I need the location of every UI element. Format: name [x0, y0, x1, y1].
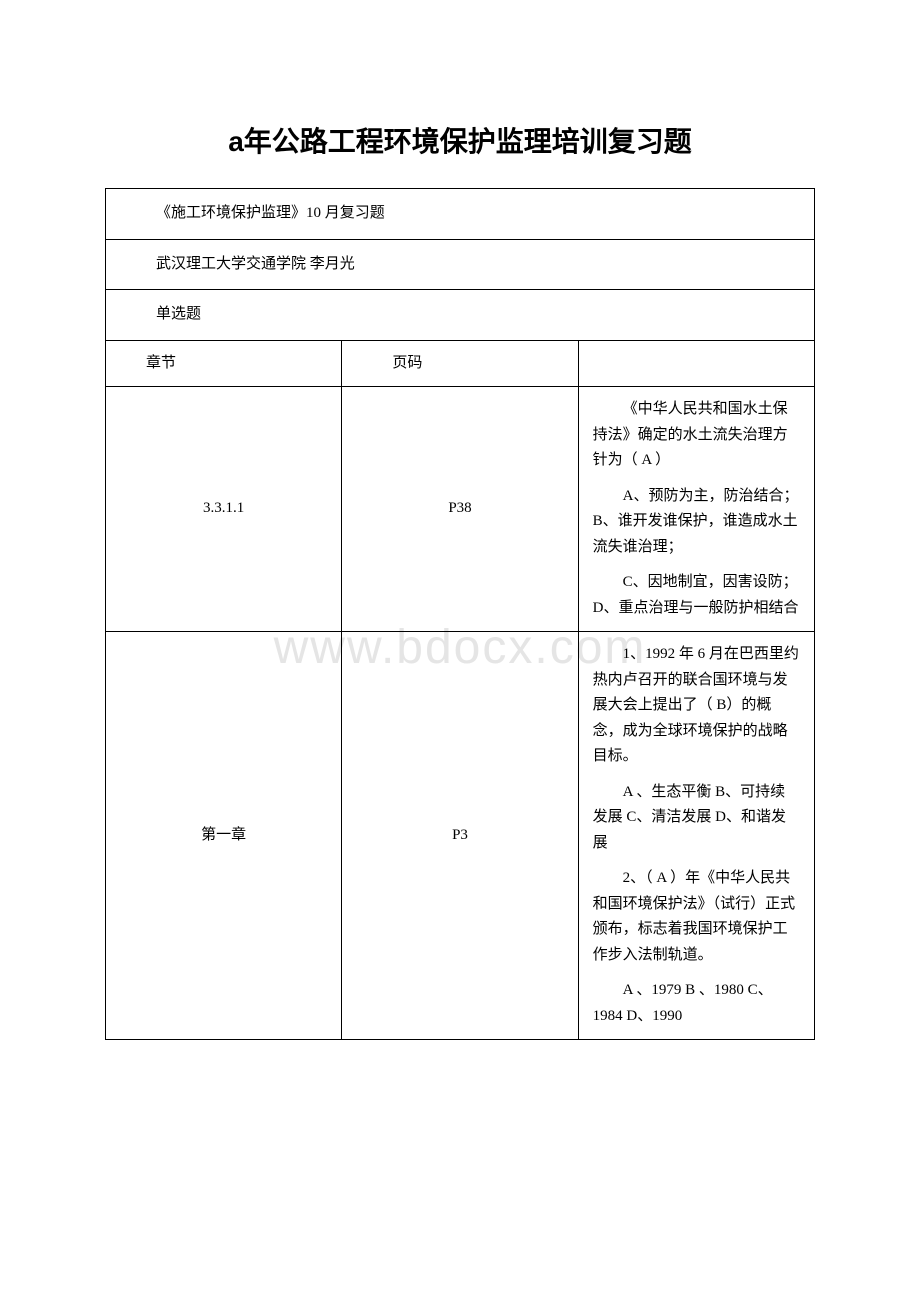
header-cell-2: 武汉理工大学交通学院 李月光: [106, 239, 815, 290]
question-text: 1、1992 年 6 月在巴西里约热内卢召开的联合国环境与发展大会上提出了（ B…: [593, 642, 800, 770]
page-cell: P38: [342, 387, 578, 632]
column-header-page: 页码: [342, 340, 578, 387]
answer-option: A 、生态平衡 B、可持续发展 C、清洁发展 D、和谐发展: [593, 780, 800, 857]
content-cell: 《中华人民共和国水土保持法》确定的水土流失治理方针为（ A ） A、预防为主，防…: [578, 387, 814, 632]
question-text: 2、（ A ）年《中华人民共和国环境保护法》（试行）正式颁布，标志着我国环境保护…: [593, 866, 800, 968]
table-row: 单选题: [106, 290, 815, 341]
header-text-1: 《施工环境保护监理》10 月复习题: [126, 201, 794, 227]
table-row: 《施工环境保护监理》10 月复习题: [106, 189, 815, 240]
question-text: 《中华人民共和国水土保持法》确定的水土流失治理方针为（ A ）: [593, 397, 800, 474]
table-row: 第一章 P3 1、1992 年 6 月在巴西里约热内卢召开的联合国环境与发展大会…: [106, 632, 815, 1040]
main-table: 《施工环境保护监理》10 月复习题 武汉理工大学交通学院 李月光 单选题 章节 …: [105, 188, 815, 1040]
column-header-empty: [578, 340, 814, 387]
header-cell-3: 单选题: [106, 290, 815, 341]
page-title: a年公路工程环境保护监理培训复习题: [105, 120, 815, 160]
header-cell-1: 《施工环境保护监理》10 月复习题: [106, 189, 815, 240]
table-row: 3.3.1.1 P38 《中华人民共和国水土保持法》确定的水土流失治理方针为（ …: [106, 387, 815, 632]
column-header-section: 章节: [106, 340, 342, 387]
document-content: a年公路工程环境保护监理培训复习题 《施工环境保护监理》10 月复习题 武汉理工…: [105, 120, 815, 1040]
answer-option: A 、1979 B 、1980 C、1984 D、1990: [593, 978, 800, 1029]
answer-option: C、因地制宜，因害设防；D、重点治理与一般防护相结合: [593, 570, 800, 621]
table-row: 武汉理工大学交通学院 李月光: [106, 239, 815, 290]
section-cell: 3.3.1.1: [106, 387, 342, 632]
answer-option: A、预防为主，防治结合； B、谁开发谁保护，谁造成水土流失谁治理；: [593, 484, 800, 561]
page-cell: P3: [342, 632, 578, 1040]
table-row: 章节 页码: [106, 340, 815, 387]
content-cell: 1、1992 年 6 月在巴西里约热内卢召开的联合国环境与发展大会上提出了（ B…: [578, 632, 814, 1040]
section-cell: 第一章: [106, 632, 342, 1040]
header-text-3: 单选题: [126, 302, 794, 328]
header-text-2: 武汉理工大学交通学院 李月光: [126, 252, 794, 278]
